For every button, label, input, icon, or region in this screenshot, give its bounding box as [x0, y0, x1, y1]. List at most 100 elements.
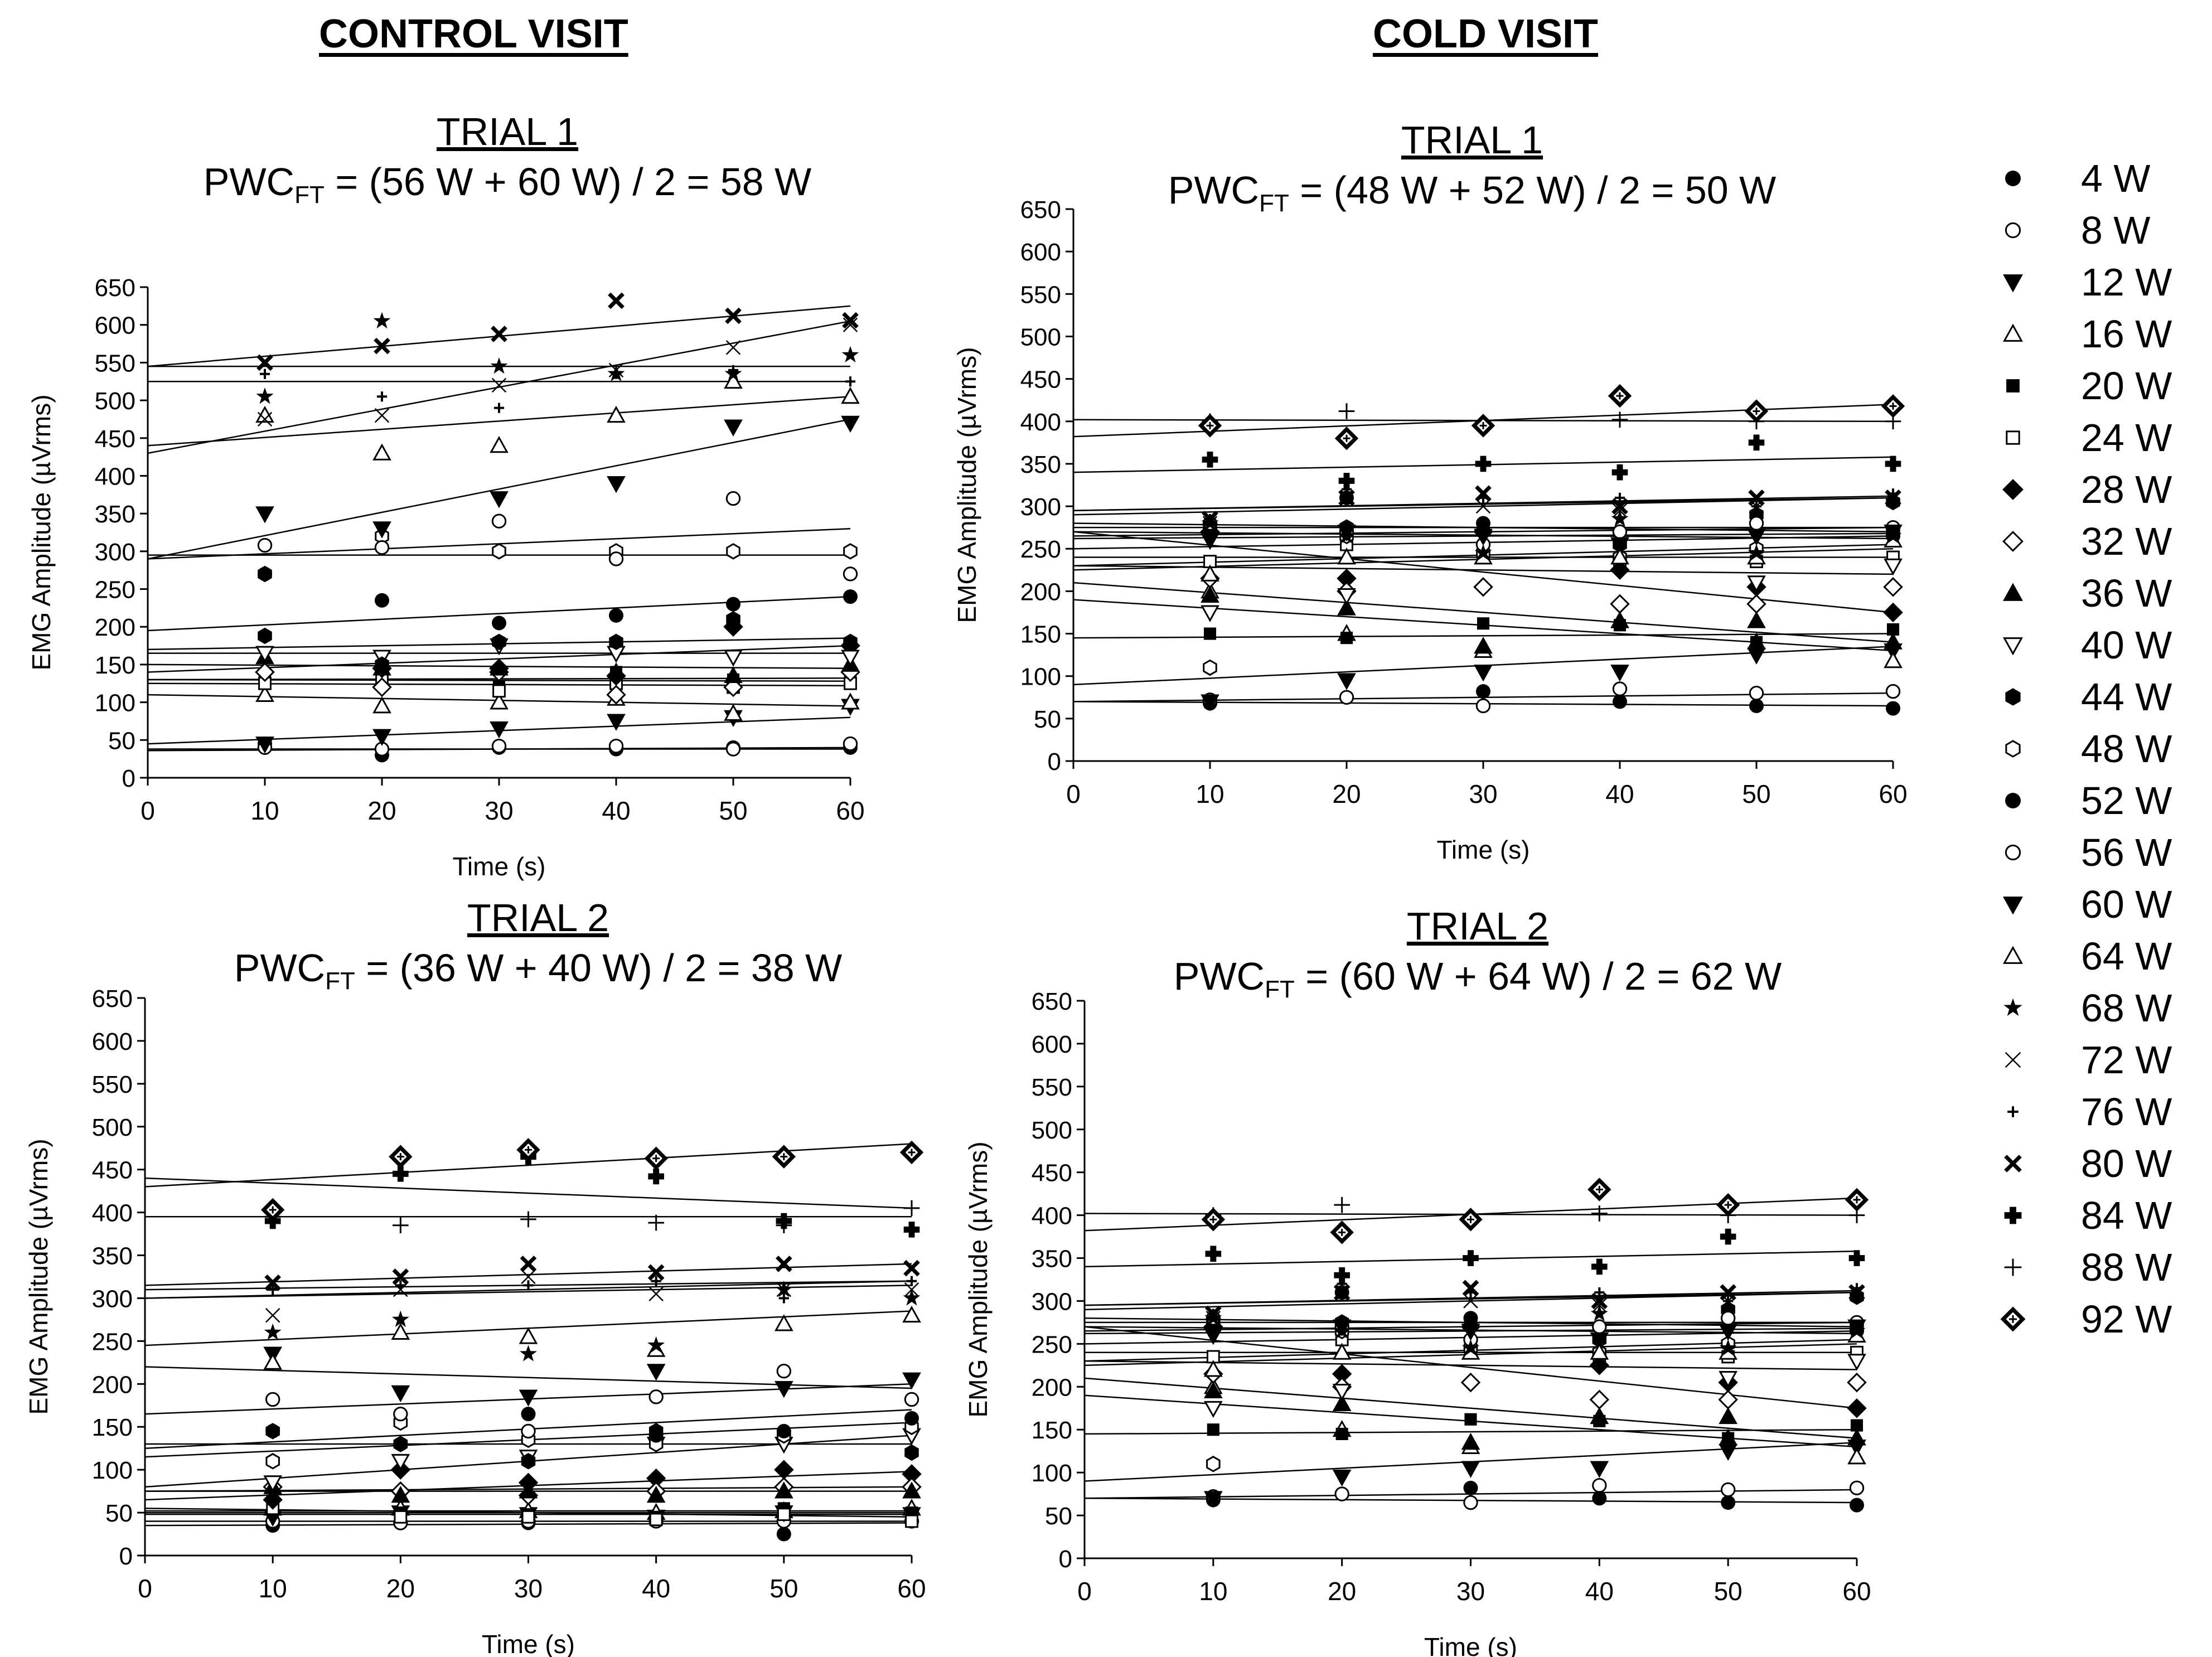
data-point-48-w [492, 543, 506, 560]
data-point-92-w [1330, 1220, 1354, 1244]
data-point-80-w [491, 326, 507, 342]
data-point-36-w [1747, 611, 1766, 628]
data-point-16-w [724, 704, 743, 721]
data-point-64-w [391, 1322, 410, 1340]
legend-item-84-w: 84 W [1996, 1193, 2212, 1238]
data-point-92-w [1201, 1208, 1226, 1232]
data-point-88-w [1591, 1205, 1608, 1222]
data-point-8-w [1592, 1478, 1607, 1493]
data-point-80-w [1205, 1305, 1222, 1322]
data-point-4-w [1613, 694, 1627, 709]
y-tick-label: 450 [1020, 366, 1061, 394]
legend-item-32-w: 32 W [1996, 519, 2212, 564]
x-tick-label: 20 [386, 1574, 415, 1603]
legend-item-68-w: 68 W [1996, 986, 2212, 1030]
data-point-72-w [776, 1282, 792, 1297]
y-tick-label: 150 [1020, 621, 1061, 648]
data-point-28-w [1610, 560, 1630, 580]
data-point-12-w [1203, 1491, 1223, 1508]
y-tick-label: 550 [1020, 281, 1061, 308]
data-point-36-w [519, 1481, 538, 1499]
data-point-64-w [1203, 1360, 1223, 1377]
data-point-28-w [1847, 1398, 1867, 1418]
legend-label: 12 W [2081, 260, 2172, 304]
data-point-12-w [1747, 647, 1766, 665]
y-tick-label: 350 [1032, 1246, 1072, 1273]
data-point-8-w [843, 736, 858, 752]
data-point-84-w [1334, 1267, 1350, 1283]
x-thin-icon [2005, 1052, 2021, 1068]
data-point-12-w [255, 737, 274, 754]
x-tick-label: 20 [1332, 779, 1361, 808]
y-axis-label: EMG Amplitude (µVrms) [952, 347, 981, 623]
data-point-56-w [1612, 524, 1628, 539]
data-point-60-w [841, 415, 860, 433]
data-point-32-w [1883, 577, 1903, 597]
x-tick-label: 0 [1066, 779, 1081, 808]
data-point-64-w [372, 443, 391, 461]
data-point-48-w [265, 1453, 280, 1470]
data-point-12-w [490, 721, 509, 739]
y-tick-label: 450 [1032, 1160, 1072, 1187]
diamond-open-icon [2002, 531, 2024, 552]
hexagon-filled-icon [2005, 688, 2021, 706]
data-point-48-w [1206, 1456, 1221, 1472]
x-axis-label: Time (s) [453, 852, 546, 881]
y-tick-label: 400 [92, 1200, 133, 1227]
data-point-72-w [491, 377, 507, 393]
y-tick-label: 300 [95, 539, 135, 566]
data-point-60-w [1461, 1324, 1480, 1341]
data-point-36-w [490, 658, 509, 676]
fit-line-72-w [147, 320, 851, 454]
data-point-4-w [1850, 1498, 1864, 1513]
data-point-80-w [1611, 498, 1628, 515]
legend-label: 72 W [2081, 1038, 2172, 1082]
data-point-28-w [1589, 1355, 1610, 1375]
data-point-64-w [519, 1327, 538, 1344]
data-point-44-w [843, 633, 858, 651]
data-point-28-w [263, 1490, 283, 1510]
data-point-76-w [611, 369, 622, 379]
data-point-60-w [1747, 529, 1766, 546]
data-point-76-w [1751, 501, 1762, 512]
legend-item-24-w: 24 W [1996, 415, 2212, 460]
y-tick-label: 200 [1020, 578, 1061, 605]
data-point-60-w [490, 491, 509, 508]
data-point-80-w [256, 354, 273, 371]
legend-label: 56 W [2081, 831, 2172, 874]
data-point-52-w [648, 1428, 664, 1443]
data-point-80-w [725, 307, 742, 324]
data-point-84-w [903, 1222, 920, 1238]
data-point-84-w [1463, 1250, 1479, 1266]
data-point-32-w [1589, 1389, 1610, 1410]
data-point-72-w [904, 1282, 919, 1297]
data-point-64-w [724, 371, 743, 389]
y-tick-label: 400 [1020, 409, 1061, 436]
y-tick-label: 500 [1020, 323, 1061, 351]
triangle-down-open-icon [2003, 637, 2023, 656]
data-point-52-w [1463, 1311, 1478, 1326]
data-point-44-w [375, 656, 389, 673]
control-trial2-chart: TRIAL 2 PWCFT = (36 W + 40 W) / 2 = 38 W 0… [24, 896, 926, 1657]
data-point-36-w [1461, 1432, 1480, 1450]
data-point-92-w [1845, 1188, 1869, 1212]
data-point-64-w [902, 1305, 921, 1323]
y-axis-label: EMG Amplitude (µVrms) [964, 1141, 993, 1417]
data-point-92-w [1881, 394, 1905, 418]
triangle-up-filled-icon [2003, 583, 2023, 601]
data-point-68-w [264, 1323, 282, 1340]
y-tick-label: 600 [1032, 1031, 1072, 1058]
y-tick-label: 350 [92, 1243, 133, 1270]
x-tick-label: 40 [1605, 779, 1634, 808]
data-point-52-w [393, 1437, 408, 1451]
x-tick-label: 40 [602, 796, 630, 825]
data-point-52-w [375, 593, 389, 608]
chart-title: TRIAL 1 [437, 110, 578, 153]
pwc-formula: PWCFT = (36 W + 40 W) / 2 = 38 W [234, 946, 842, 995]
hexagon-open-icon [2005, 740, 2021, 758]
data-point-36-w [1337, 598, 1356, 616]
data-point-56-w [491, 513, 507, 529]
data-point-12-w [1332, 1469, 1352, 1487]
data-point-40-w [1847, 1354, 1866, 1371]
data-point-40-w [841, 650, 860, 667]
